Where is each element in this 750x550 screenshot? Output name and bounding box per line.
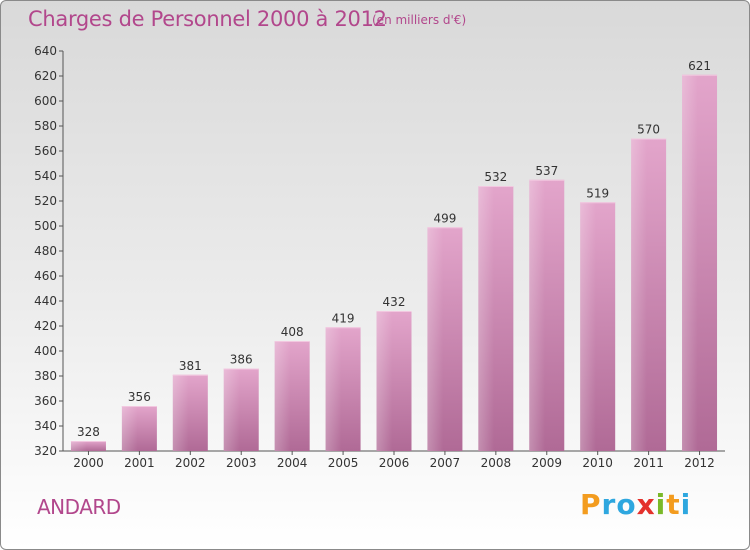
data-label: 432 xyxy=(383,295,406,309)
data-label: 419 xyxy=(332,311,355,325)
data-label: 570 xyxy=(637,123,660,137)
data-label: 499 xyxy=(433,211,456,225)
y-tick-label: 560 xyxy=(34,144,57,158)
y-tick-label: 360 xyxy=(34,394,57,408)
y-tick-label: 340 xyxy=(34,419,57,433)
y-tick-label: 620 xyxy=(34,69,57,83)
bar-highlight xyxy=(631,138,647,451)
x-tick-label: 2003 xyxy=(226,456,257,470)
logo-letter: x xyxy=(636,488,656,521)
proxiti-logo: Proxiti xyxy=(580,488,691,521)
data-label: 386 xyxy=(230,353,253,367)
bar-highlight xyxy=(70,441,87,451)
y-tick-label: 400 xyxy=(34,344,57,358)
commune-name: ANDARD xyxy=(37,495,121,519)
chart-subtitle: (en milliers d'€) xyxy=(372,13,467,27)
data-label: 621 xyxy=(688,59,711,73)
bar-highlight xyxy=(427,227,444,451)
bar-highlight xyxy=(274,341,291,451)
data-label: 356 xyxy=(128,390,151,404)
x-tick-label: 2010 xyxy=(582,456,613,470)
logo-letter: t xyxy=(666,488,681,521)
logo-letter: P xyxy=(580,488,602,521)
bar-highlight xyxy=(172,374,189,451)
x-tick-label: 2004 xyxy=(277,456,308,470)
logo-letter: o xyxy=(616,488,637,521)
data-label: 381 xyxy=(179,359,202,373)
data-label: 328 xyxy=(77,425,100,439)
bar-highlight xyxy=(121,406,138,451)
y-tick-label: 380 xyxy=(34,369,57,383)
logo-letter: i xyxy=(655,488,667,521)
logo-letter: i xyxy=(680,488,692,521)
logo-letter: r xyxy=(601,488,617,521)
y-tick-label: 440 xyxy=(34,294,57,308)
y-tick-label: 580 xyxy=(34,119,57,133)
chart-title: Charges de Personnel 2000 à 2012 xyxy=(28,7,387,31)
x-tick-label: 2001 xyxy=(124,456,155,470)
x-tick-label: 2005 xyxy=(328,456,359,470)
x-tick-label: 2006 xyxy=(379,456,410,470)
bar-highlight xyxy=(325,327,342,451)
y-tick-label: 480 xyxy=(34,244,57,258)
x-tick-label: 2011 xyxy=(633,456,664,470)
data-label: 532 xyxy=(484,170,507,184)
bar-highlight xyxy=(580,202,596,451)
x-tick-label: 2007 xyxy=(430,456,461,470)
y-tick-label: 640 xyxy=(34,44,57,58)
x-tick-label: 2008 xyxy=(481,456,512,470)
data-label: 519 xyxy=(586,186,609,200)
y-tick-label: 520 xyxy=(34,194,57,208)
data-label: 408 xyxy=(281,325,304,339)
y-tick-label: 320 xyxy=(34,444,57,458)
bar-highlight xyxy=(529,179,546,451)
bar-highlight xyxy=(478,186,495,451)
x-tick-label: 2012 xyxy=(684,456,715,470)
bar xyxy=(70,441,106,451)
bar-highlight xyxy=(223,368,240,451)
bar-highlight xyxy=(682,74,698,451)
y-tick-label: 540 xyxy=(34,169,57,183)
y-tick-label: 420 xyxy=(34,319,57,333)
x-tick-label: 2009 xyxy=(531,456,562,470)
y-tick-label: 600 xyxy=(34,94,57,108)
bar-highlight xyxy=(376,311,393,451)
x-tick-label: 2000 xyxy=(73,456,104,470)
x-tick-label: 2002 xyxy=(175,456,206,470)
y-tick-label: 460 xyxy=(34,269,57,283)
data-label: 537 xyxy=(535,164,558,178)
y-tick-label: 500 xyxy=(34,219,57,233)
